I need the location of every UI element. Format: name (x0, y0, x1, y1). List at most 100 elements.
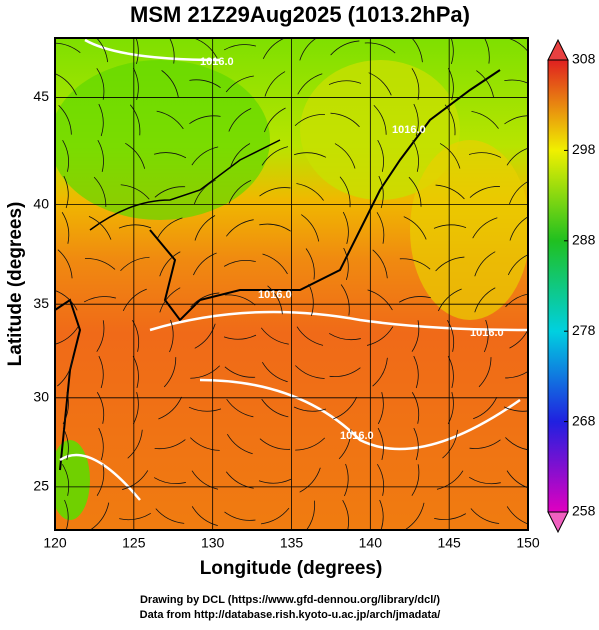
streamline (504, 115, 528, 125)
streamline (434, 513, 467, 520)
streamline (372, 357, 388, 387)
streamline (444, 104, 456, 136)
streamline (225, 75, 254, 93)
contour-label: 1016.0 (340, 430, 374, 442)
streamline (97, 139, 104, 172)
streamline (372, 249, 388, 279)
contour-label: 1016.0 (470, 327, 504, 339)
streamline (161, 70, 179, 98)
footer-line: Drawing by DCL (https://www.gfd-dennou.o… (140, 594, 440, 606)
streamline (450, 38, 454, 65)
streamline (194, 323, 216, 349)
streamline (153, 477, 186, 484)
streamline (260, 507, 290, 525)
streamline (62, 139, 69, 172)
streamline (470, 508, 500, 524)
streamline (293, 152, 327, 158)
streamline (228, 108, 252, 132)
streamline (473, 397, 498, 420)
streamline (413, 427, 419, 461)
streamline (366, 326, 394, 346)
streamline (299, 38, 318, 61)
streamline (96, 392, 105, 424)
streamline (84, 258, 116, 270)
streamline (267, 285, 283, 315)
streamline (189, 115, 221, 124)
streamline (472, 217, 498, 239)
streamline (190, 437, 220, 451)
streamline (96, 464, 105, 496)
streamline (135, 38, 139, 65)
streamline (261, 398, 289, 418)
streamline (411, 38, 423, 63)
plot-frame (54, 37, 529, 531)
streamline (223, 44, 256, 51)
streamline (299, 467, 321, 493)
streamline (156, 110, 184, 130)
streamline (191, 470, 219, 490)
x-tick-label: 150 (516, 535, 540, 551)
streamline (259, 438, 291, 450)
streamline (506, 506, 528, 525)
streamline (188, 406, 222, 412)
streamline (333, 396, 358, 420)
y-tick-label: 30 (33, 389, 49, 405)
streamline (62, 464, 70, 496)
streamline (224, 366, 256, 378)
streamline (435, 184, 465, 200)
x-tick-label: 140 (359, 535, 383, 551)
streamline (436, 470, 464, 490)
streamline (63, 175, 69, 209)
streamline (154, 439, 186, 450)
streamline (509, 180, 528, 205)
streamline (447, 320, 455, 352)
streamline (261, 362, 288, 383)
contour-label: 1016.0 (258, 289, 292, 301)
streamline (169, 319, 174, 353)
streamline (442, 429, 458, 459)
streamline (373, 104, 387, 135)
streamline (476, 70, 495, 98)
streamline (296, 326, 324, 346)
field (55, 38, 528, 530)
streamline (377, 391, 384, 425)
streamline (296, 183, 324, 201)
streamline (226, 434, 253, 455)
streamline (505, 293, 528, 308)
streamline (469, 186, 501, 198)
streamline (226, 219, 254, 237)
streamline (411, 392, 420, 424)
streamline (98, 427, 104, 461)
streamline (413, 355, 419, 389)
streamline (122, 288, 147, 312)
streamline (132, 355, 139, 388)
streamline (193, 179, 216, 205)
streamline (471, 111, 499, 129)
streamline (191, 146, 219, 166)
streamline (191, 506, 218, 527)
streamline (405, 502, 425, 530)
streamline (399, 258, 431, 270)
streamline (159, 251, 181, 277)
streamline (226, 398, 254, 418)
streamline (264, 107, 286, 133)
streamline (224, 294, 256, 306)
streamline (133, 391, 139, 425)
streamline (96, 320, 105, 352)
streamline (328, 80, 362, 85)
streamline (376, 212, 385, 244)
streamline (98, 103, 104, 137)
streamline (503, 406, 528, 412)
streamline (62, 392, 69, 425)
streamline (504, 79, 528, 84)
streamline (193, 252, 217, 276)
x-tick-label: 125 (122, 535, 146, 551)
streamline (125, 142, 146, 169)
streamline (157, 217, 183, 239)
colorbar-tick-label: 288 (572, 232, 596, 248)
streamline (58, 105, 72, 135)
streamline (120, 184, 150, 200)
y-tick-label: 45 (33, 88, 49, 104)
streamline (88, 216, 112, 240)
